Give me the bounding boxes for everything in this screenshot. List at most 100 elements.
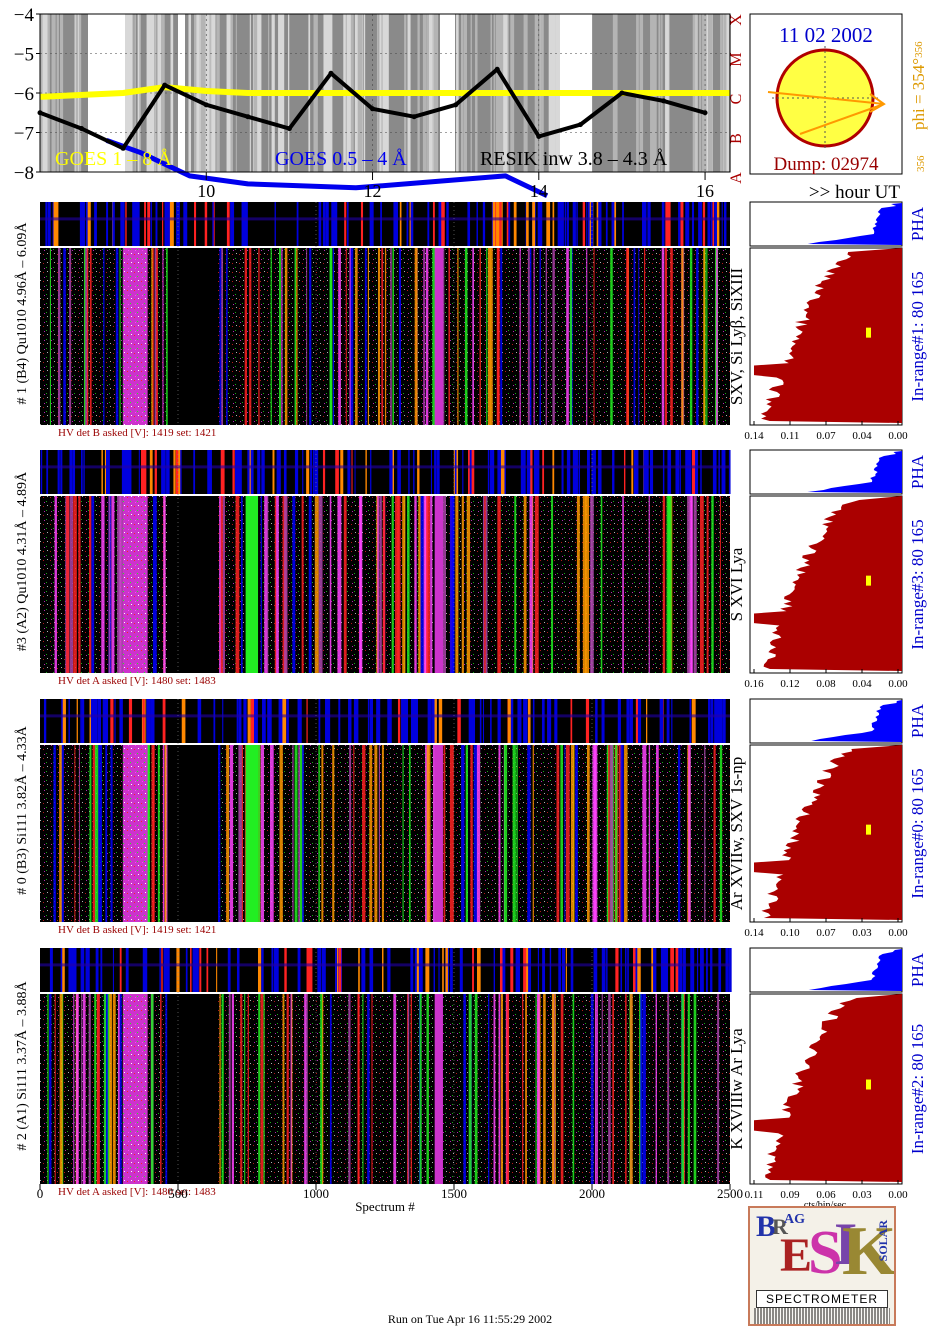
pha-band <box>100 948 103 992</box>
pha-band <box>194 202 197 246</box>
goes-lightcurve-panel: −4 −5 −6 −7 −8 X M C B A GOES 1 – 8 Å GOES 0.5 –… <box>14 5 745 196</box>
goes-y-axis: −4 −5 −6 −7 −8 <box>14 5 40 184</box>
spectrogram-line <box>556 745 560 922</box>
pha-band <box>120 202 124 246</box>
pha-band <box>436 450 440 494</box>
spectrogram-line <box>226 248 228 425</box>
pha-band <box>629 699 633 743</box>
spectrogram-line <box>314 496 319 673</box>
run-timestamp: Run on Tue Apr 16 11:55:29 2002 <box>387 1312 553 1326</box>
spectrogram-line <box>338 248 341 425</box>
pha-band <box>142 699 145 743</box>
pha-band <box>159 948 161 992</box>
spectrogram-line <box>54 496 57 673</box>
pha-band <box>728 450 731 494</box>
panel-line-ids: SXV, Si Lyβ, SiXIII <box>727 268 746 406</box>
spectrogram-line <box>345 248 347 425</box>
pha-band <box>586 202 588 246</box>
logo-letter-k: K <box>842 1213 896 1290</box>
goes-point <box>162 82 168 88</box>
goes-point <box>203 102 209 108</box>
goes-point <box>536 133 542 139</box>
spectrogram-line <box>423 248 425 425</box>
spectrogram-line <box>157 745 160 922</box>
pha-band <box>510 948 514 992</box>
pha-band <box>150 202 152 246</box>
pha-band <box>532 202 536 246</box>
spectrogram-line <box>104 994 108 1184</box>
hist-tick-label: 0.00 <box>888 430 908 442</box>
pha-band <box>590 202 594 246</box>
pha-band <box>546 202 551 246</box>
pha-band <box>661 948 666 992</box>
pha-band <box>306 948 310 992</box>
spectrogram-line <box>75 994 79 1184</box>
spectrogram-line <box>151 994 154 1184</box>
spectrogram-line <box>69 496 74 673</box>
spectrogram-line <box>119 248 121 425</box>
time-tick-label: 12 <box>364 181 382 201</box>
legend-goes-long: GOES 1 – 8 Å <box>55 148 172 170</box>
spectrogram-line <box>120 496 124 673</box>
spectrogram-line <box>535 994 537 1184</box>
pha-band <box>399 450 401 494</box>
pha-band <box>500 450 502 494</box>
pha-band <box>714 699 718 743</box>
spectrogram-line <box>719 745 723 922</box>
spectrogram-line <box>402 745 404 922</box>
hist-tick-label: 0.07 <box>816 430 836 442</box>
pha-band <box>418 948 422 992</box>
pha-band <box>492 202 496 246</box>
spectrogram-line <box>301 496 304 673</box>
pha-band <box>136 202 140 246</box>
pha-band <box>689 699 692 743</box>
goes-class-a: A <box>728 172 745 184</box>
spectrogram-gap <box>168 745 218 922</box>
pha-band <box>565 948 567 992</box>
spectrogram-line <box>66 496 70 673</box>
pha-band <box>69 450 73 494</box>
spectrogram-line <box>498 745 501 922</box>
pha-band <box>397 450 400 494</box>
pha-band <box>344 202 347 246</box>
spectrogram-line <box>426 496 431 673</box>
pha-band <box>306 699 308 743</box>
spectrogram-line <box>600 496 603 673</box>
pha-band <box>526 450 531 494</box>
pha-band <box>154 450 157 494</box>
spectrogram-line <box>681 248 684 425</box>
pha-band <box>370 699 373 743</box>
spectrogram-line <box>84 248 88 425</box>
spectrogram-line <box>160 994 162 1184</box>
spectrogram-line <box>89 496 92 673</box>
pha-band <box>192 948 196 992</box>
pha-band <box>472 948 474 992</box>
flare-band-noise <box>122 496 148 673</box>
pha-band <box>637 699 641 743</box>
pha-band <box>622 202 624 246</box>
pha-band <box>662 450 665 494</box>
spectrogram-line <box>643 248 646 425</box>
pha-band <box>728 948 731 992</box>
pha-band <box>631 450 634 494</box>
pha-band <box>105 699 107 743</box>
pha-band <box>667 202 671 246</box>
pha-band <box>561 450 564 494</box>
pha-midline <box>40 963 730 967</box>
pha-band <box>312 450 315 494</box>
pha-band <box>166 948 170 992</box>
spectrogram-line <box>472 248 475 425</box>
spectrogram-line <box>296 248 298 425</box>
logo-letter-r: R <box>772 1214 788 1239</box>
goes-point <box>494 66 500 72</box>
pha-band <box>248 450 251 494</box>
pha-band <box>661 202 665 246</box>
pha-band <box>40 450 43 494</box>
spectrogram-line <box>249 248 252 425</box>
pha-band <box>269 699 272 743</box>
spectrogram-line <box>54 994 56 1184</box>
pha-band <box>399 202 402 246</box>
pha-band <box>434 450 437 494</box>
pha-histogram <box>807 451 902 493</box>
